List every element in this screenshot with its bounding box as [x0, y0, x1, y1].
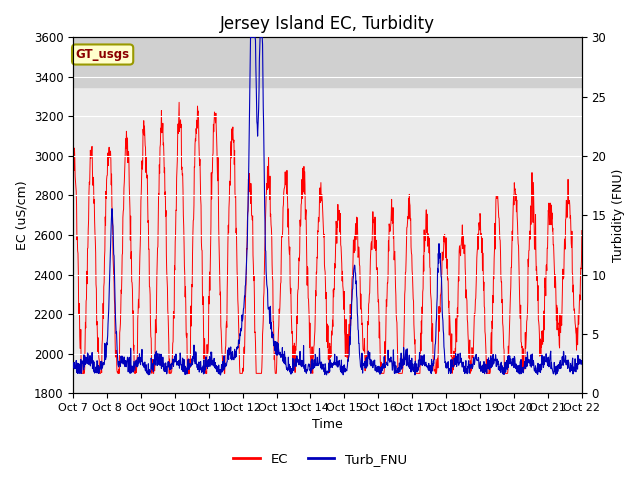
- Title: Jersey Island EC, Turbidity: Jersey Island EC, Turbidity: [220, 15, 435, 33]
- Bar: [73, 37, 582, 87]
- X-axis label: Time: Time: [312, 419, 343, 432]
- Text: GT_usgs: GT_usgs: [76, 48, 130, 61]
- Y-axis label: EC (uS/cm): EC (uS/cm): [15, 180, 28, 250]
- Legend: EC, Turb_FNU: EC, Turb_FNU: [228, 447, 412, 471]
- Y-axis label: Turbidity (FNU): Turbidity (FNU): [612, 168, 625, 262]
